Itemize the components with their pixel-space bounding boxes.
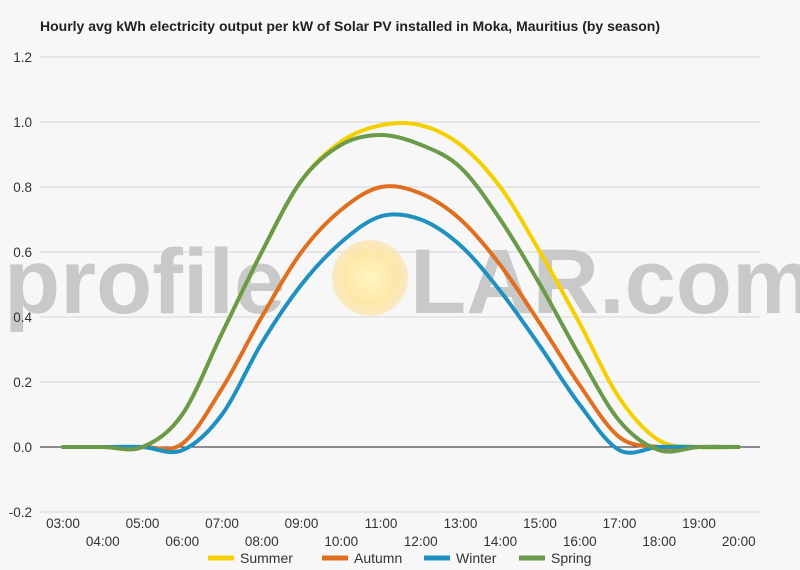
y-tick-label: 1.0 <box>13 115 32 130</box>
y-tick-label: 1.2 <box>13 50 32 65</box>
watermark: profile LAR.com <box>4 231 800 333</box>
watermark-text-right: LAR.com <box>410 231 800 333</box>
x-tick-label: 08:00 <box>245 534 279 549</box>
y-tick-label: 0.6 <box>13 245 32 260</box>
series-line-autumn <box>61 184 741 451</box>
y-tick-label: -0.2 <box>9 505 32 520</box>
x-tick-label: 10:00 <box>324 534 358 549</box>
x-tick-label: 17:00 <box>603 516 637 531</box>
series-line-winter <box>61 212 741 455</box>
watermark-sun-icon <box>332 240 408 316</box>
legend-label-autumn: Autumn <box>354 550 402 566</box>
y-tick-label: 0.2 <box>13 375 32 390</box>
y-axis-ticks: -0.2 0.0 0.2 0.4 0.6 0.8 1.0 1.2 <box>9 50 33 520</box>
x-tick-label: 12:00 <box>404 534 438 549</box>
x-tick-label: 05:00 <box>126 516 160 531</box>
x-tick-label: 16:00 <box>563 534 597 549</box>
x-tick-label: 03:00 <box>46 516 80 531</box>
y-tick-label: 0.4 <box>13 310 32 325</box>
x-tick-label: 20:00 <box>722 534 756 549</box>
x-tick-label: 09:00 <box>285 516 319 531</box>
x-axis-ticks: 03:00 04:00 05:00 06:00 07:00 08:00 09:00 10:00… <box>46 516 756 549</box>
series-line-spring <box>61 133 741 454</box>
series-lines <box>61 121 741 455</box>
x-tick-label: 06:00 <box>165 534 199 549</box>
x-tick-label: 13:00 <box>444 516 478 531</box>
x-tick-label: 14:00 <box>483 534 517 549</box>
y-tick-label: 0.8 <box>13 180 32 195</box>
x-tick-label: 07:00 <box>205 516 239 531</box>
legend-label-spring: Spring <box>551 550 591 566</box>
legend-label-summer: Summer <box>240 550 293 566</box>
x-tick-label: 11:00 <box>365 516 398 531</box>
x-tick-label: 15:00 <box>523 516 557 531</box>
x-tick-label: 04:00 <box>86 534 120 549</box>
chart-title: Hourly avg kWh electricity output per kW… <box>40 18 660 34</box>
x-tick-label: 18:00 <box>642 534 676 549</box>
legend: Summer Autumn Winter Spring <box>208 550 591 566</box>
gridlines <box>40 56 760 513</box>
watermark-text-left: profile <box>4 231 285 333</box>
x-tick-label: 19:00 <box>682 516 716 531</box>
y-tick-label: 0.0 <box>13 440 32 455</box>
legend-label-winter: Winter <box>456 550 497 566</box>
